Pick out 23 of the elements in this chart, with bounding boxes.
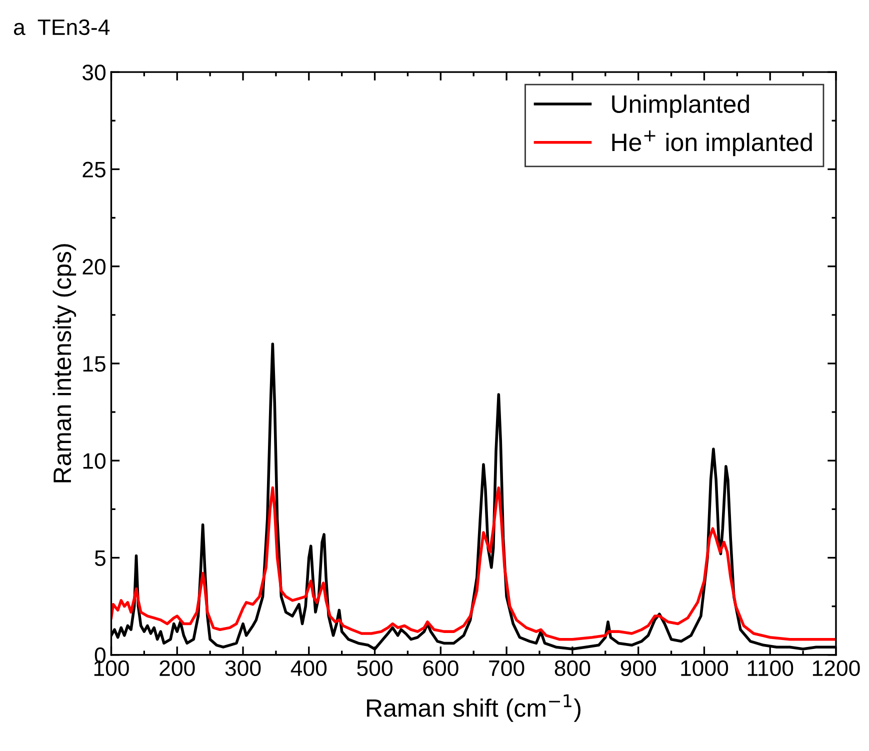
y-tick-label: 15 [83,356,106,372]
y-tick-label: 5 [94,550,106,566]
x-tick-label: 600 [423,660,458,676]
y-axis-title: Raman intensity (cps) [52,244,76,482]
y-tick-label: 10 [83,453,106,469]
y-tick-label: 20 [82,258,106,275]
x-tick-label: 900 [620,660,656,676]
line-series [111,486,836,641]
x-tick-label: 400 [290,660,327,676]
x-tick-label: 1000 [681,660,728,676]
legend-label: Unimplanted [612,94,749,118]
x-axis-title: Raman shift (cm$^{−1}$) [367,694,580,722]
y-tick-label: 25 [82,162,106,178]
x-tick-label: 700 [489,660,524,676]
chart-title: a TEn3-4 [14,19,110,36]
x-tick-label: 1200 [812,660,860,676]
y-tick-label: 30 [82,64,106,80]
x-tick-label: 800 [554,660,590,676]
x-tick-label: 200 [160,660,195,676]
x-tick-label: 300 [225,660,261,676]
x-tick-label: 1100 [748,660,794,676]
x-tick-label: 500 [357,660,392,676]
legend-label: He$^{+}$ ion implanted [612,130,812,156]
